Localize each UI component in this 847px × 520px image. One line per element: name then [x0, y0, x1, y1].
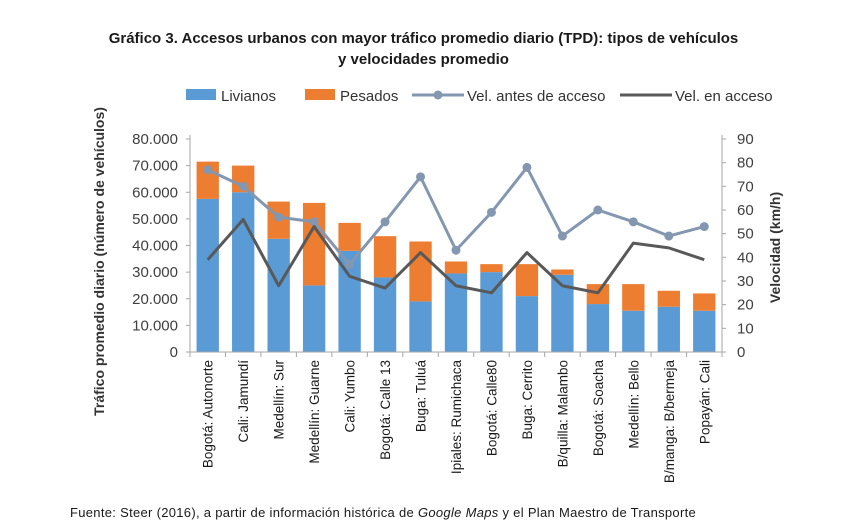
tick-label-left-7: 70.000	[132, 158, 178, 175]
point-vel-antes-de-acceso-b-manga-b-bermeja	[664, 231, 674, 241]
tick-label-right-7: 70	[737, 178, 754, 195]
legend-swatch-livianos	[186, 89, 216, 100]
category-label-bogota-calle-13: Bogotá: Calle 13	[378, 360, 393, 460]
category-label-cali-jamundi: Cali: Jamundí	[236, 360, 251, 443]
chart-title-line2: y velocidades promedio	[338, 51, 509, 68]
category-label-bogota-calle80: Bogotá: Calle80	[484, 360, 499, 456]
category-label-ipiales-rumichaca: Ipiales: Rumichaca	[449, 360, 464, 475]
bar-livianos-medellin-guarne	[302, 285, 326, 352]
tick-label-right-0: 0	[737, 344, 745, 361]
point-vel-antes-de-acceso-bogota-soacha	[593, 205, 603, 215]
chart-title: Gráfico 3. Accesos urbanos con mayor trá…	[0, 28, 847, 70]
point-vel-antes-de-acceso-medellin-bello	[628, 217, 638, 227]
category-label-medellin-bello: Medellín: Bello	[626, 360, 641, 449]
point-vel-antes-de-acceso-bogota-calle80	[486, 207, 496, 217]
y-axis-right-title: Velocidad (km/h)	[767, 192, 783, 303]
category-label-medellin-guarne: Medellín: Guarne	[307, 360, 322, 464]
bar-livianos-buga-cerrito	[515, 296, 539, 352]
point-vel-antes-de-acceso-buga-cerrito	[522, 162, 532, 172]
point-vel-antes-de-acceso-bogota-calle-13	[380, 217, 390, 227]
category-label-buga-cerrito: Buga: Cerrito	[520, 360, 535, 440]
bar-livianos-b-quilla-malambo	[551, 274, 574, 352]
bar-livianos-bogota-calle-13	[373, 277, 397, 352]
point-vel-antes-de-acceso-buga-tulua	[416, 172, 426, 182]
point-vel-antes-de-acceso-medellin-guarne	[309, 217, 319, 227]
bar-pesados-bogota-calle-13	[373, 236, 397, 278]
bar-pesados-medellin-bello	[622, 284, 645, 311]
y-axis-left-title: Tráfico promedio diario (número de vehíc…	[91, 107, 107, 416]
tick-label-right-2: 20	[737, 297, 754, 314]
category-label-buga-tulua: Buga: Tuluá	[414, 360, 429, 433]
tick-label-left-8: 80.000	[132, 131, 178, 148]
bar-pesados-b-quilla-malambo	[551, 269, 574, 275]
bar-livianos-bogota-soacha	[586, 304, 610, 352]
legend-marker-vel-antes-de-acceso	[433, 90, 443, 100]
bar-pesados-b-manga-b-bermeja	[657, 290, 680, 307]
tick-label-right-6: 60	[737, 202, 754, 219]
tick-label-left-2: 20.000	[132, 291, 178, 308]
bar-livianos-cali-jamundi	[232, 192, 255, 352]
source-suffix: y el Plan Maestro de Transporte	[498, 505, 697, 520]
tick-label-left-3: 30.000	[132, 264, 178, 281]
category-label-bogota-autonorte: Bogotá: Autonorte	[201, 360, 216, 468]
line-vel-en-acceso	[206, 217, 705, 295]
legend-label-livianos: Livianos	[221, 88, 276, 105]
tick-label-left-4: 40.000	[132, 238, 178, 255]
source-note: Fuente: Steer (2016), a partir de inform…	[70, 505, 696, 520]
source-prefix: Fuente: Steer (2016), a partir de inform…	[70, 505, 418, 520]
bar-pesados-buga-tulua	[409, 241, 432, 302]
bar-livianos-buga-tulua	[409, 301, 432, 352]
point-vel-antes-de-acceso-b-quilla-malambo	[557, 231, 567, 241]
tick-label-right-3: 30	[737, 273, 754, 290]
point-vel-antes-de-acceso-ipiales-rumichaca	[451, 245, 461, 255]
category-label-cali-yumbo: Cali: Yumbo	[343, 360, 358, 433]
bar-livianos-medellin-sur	[267, 238, 290, 352]
bar-livianos-b-manga-b-bermeja	[657, 306, 680, 352]
bar-pesados-cali-yumbo	[338, 222, 361, 251]
point-vel-antes-de-acceso-cali-jamundi	[238, 181, 248, 191]
tick-label-left-6: 60.000	[132, 184, 178, 201]
bar-pesados-ipiales-rumichaca	[444, 261, 468, 274]
point-vel-antes-de-acceso-popayan-cali	[699, 222, 709, 232]
tick-label-right-1: 10	[737, 320, 754, 337]
point-vel-antes-de-acceso-bogota-autonorte	[203, 165, 213, 175]
bar-livianos-popayan-cali	[693, 310, 716, 352]
legend-label-vel-antes-de-acceso: Vel. antes de acceso	[467, 88, 605, 105]
bar-pesados-popayan-cali	[693, 293, 716, 311]
bar-pesados-bogota-calle80	[480, 264, 503, 273]
category-label-bogota-soacha: Bogotá: Soacha	[591, 360, 606, 457]
category-label-medellin-sur: Medellín: Sur	[272, 360, 287, 440]
tick-label-left-0: 0	[170, 344, 178, 361]
bar-pesados-cali-jamundi	[232, 165, 255, 193]
point-vel-antes-de-acceso-medellin-sur	[274, 212, 284, 222]
bar-livianos-medellin-bello	[622, 310, 645, 352]
category-label-b-manga-b-bermeja: B/manga: B/bermeja	[662, 360, 677, 484]
category-label-b-quilla-malambo: B/quilla: Malambo	[555, 360, 570, 467]
bar-pesados-medellin-guarne	[302, 202, 326, 286]
legend-label-vel-en-acceso: Vel. en acceso	[675, 88, 773, 105]
bar-livianos-cali-yumbo	[338, 250, 361, 352]
chart-title-line1: Gráfico 3. Accesos urbanos con mayor trá…	[108, 30, 739, 47]
point-vel-antes-de-acceso-cali-yumbo	[345, 259, 355, 269]
tick-label-left-1: 10.000	[132, 317, 178, 334]
tick-label-right-5: 50	[737, 226, 754, 243]
bar-livianos-bogota-autonorte	[196, 198, 219, 352]
tick-label-right-4: 40	[737, 249, 754, 266]
tick-label-left-5: 50.000	[132, 211, 178, 228]
category-label-popayan-cali: Popayán: Cali	[697, 360, 712, 444]
legend-label-pesados: Pesados	[340, 88, 398, 105]
bar-livianos-ipiales-rumichaca	[444, 273, 468, 352]
bar-pesados-buga-cerrito	[515, 264, 539, 297]
tick-label-right-9: 90	[737, 131, 754, 148]
tick-label-right-8: 80	[737, 155, 754, 172]
source-italic: Google Maps	[417, 505, 499, 520]
legend-swatch-pesados	[305, 89, 335, 100]
